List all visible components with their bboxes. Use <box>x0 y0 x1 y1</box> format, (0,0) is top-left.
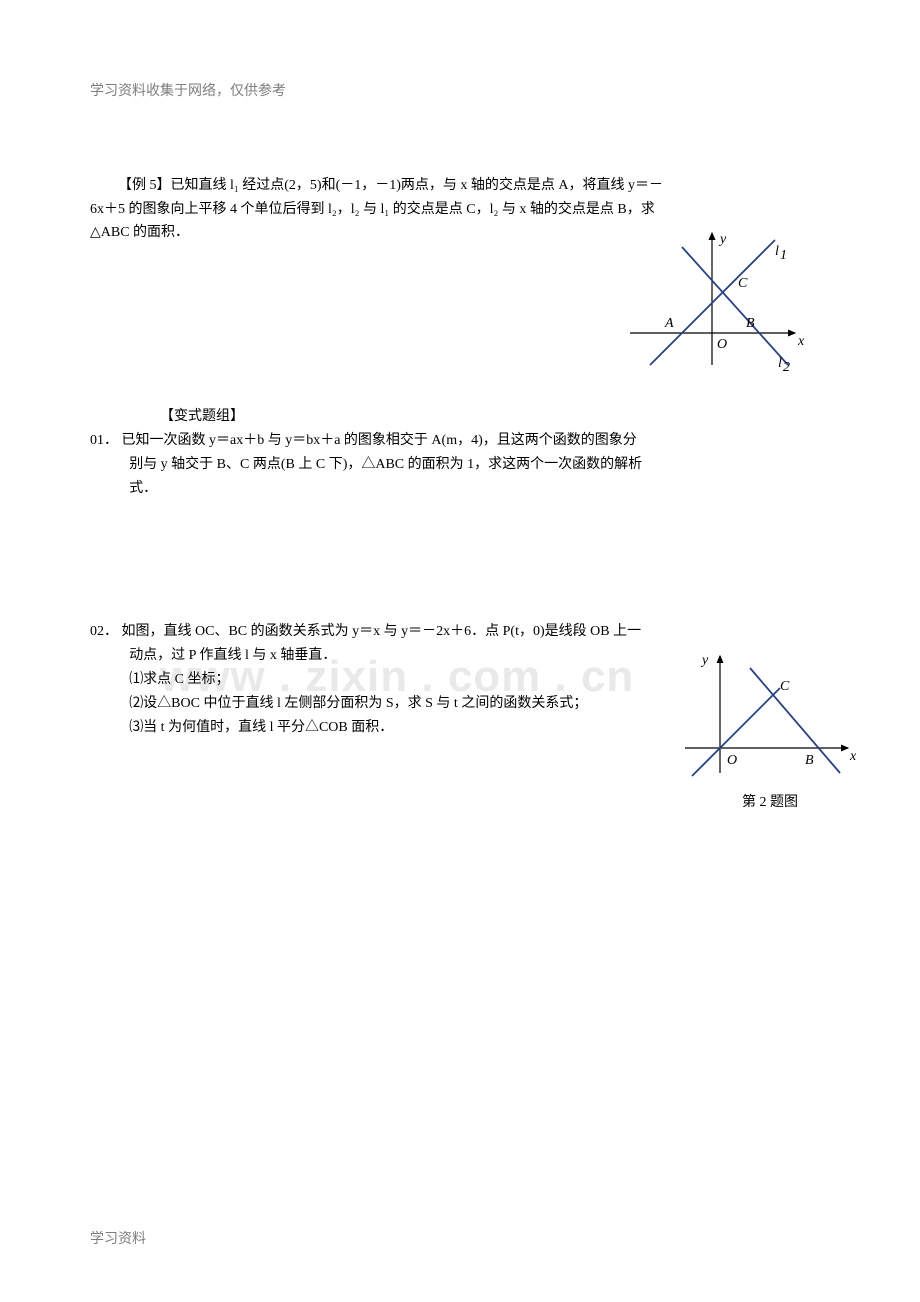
axis-x-label: x <box>797 334 805 349</box>
point-A-label: A <box>664 316 674 331</box>
axis-x-label-2: x <box>849 749 857 764</box>
diagram-2: y x C O B 第 2 题图 <box>680 648 860 815</box>
point-B-label-2: B <box>805 753 814 768</box>
question-01: 01． 已知一次函数 y＝ax＋b 与 y＝bx＋a 的图象相交于 A(m，4)… <box>90 429 830 500</box>
example-5-line1: 【例 5】已知直线 l₁ 经过点(2，5)和(－1，－1)两点，与 x 轴的交点… <box>90 174 830 198</box>
page-footer: 学习资料 <box>90 1228 146 1252</box>
point-C-label-2: C <box>780 679 790 694</box>
point-B-label: B <box>746 316 755 331</box>
axis-y-label-2: y <box>700 653 709 668</box>
line-l1-label: l <box>775 244 779 259</box>
q01-line3: 式． <box>90 477 830 501</box>
q01-line1: 01． 已知一次函数 y＝ax＋b 与 y＝bx＋a 的图象相交于 A(m，4)… <box>90 429 830 453</box>
origin-O-label-2: O <box>727 753 737 768</box>
q01-line2: 别与 y 轴交于 B、C 两点(B 上 C 下)，△ABC 的面积为 1，求这两… <box>90 453 830 477</box>
diagram-1: y x l 1 l 2 A B C O <box>620 225 810 384</box>
svg-text:1: 1 <box>780 248 787 263</box>
point-C-label: C <box>738 276 748 291</box>
line-l2-label: l <box>778 356 782 371</box>
example-5-line2: 6x＋5 的图象向上平移 4 个单位后得到 l₂，l₂ 与 l₁ 的交点是点 C… <box>90 198 830 222</box>
axis-y-label: y <box>718 232 727 247</box>
diagram-2-caption: 第 2 题图 <box>680 791 860 815</box>
page-header: 学习资料收集于网络，仅供参考 <box>90 80 830 104</box>
q02-line1: 02． 如图，直线 OC、BC 的函数关系式为 y＝x 与 y＝－2x＋6．点 … <box>90 620 830 644</box>
variant-heading: 【变式题组】 <box>90 405 830 429</box>
origin-O-label: O <box>717 337 727 352</box>
svg-text:2: 2 <box>783 360 790 375</box>
